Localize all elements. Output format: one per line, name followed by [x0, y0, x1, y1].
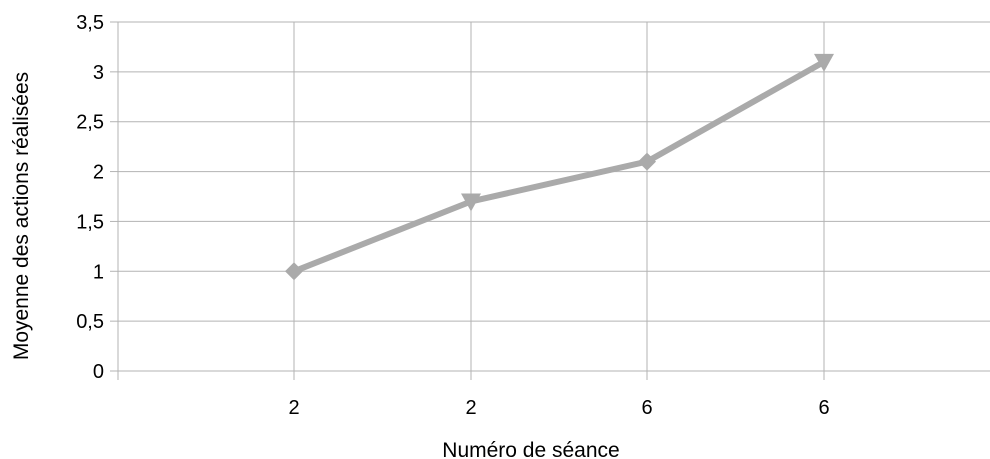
x-axis-title: Numéro de séance — [442, 439, 619, 459]
series-line — [291, 58, 827, 275]
y-axis-title: Moyenne des actions réalisées — [10, 72, 33, 360]
data-point-marker — [638, 152, 656, 171]
y-tick-label: 3,5 — [76, 12, 104, 34]
axes — [110, 21, 990, 380]
y-tick-label: 1,5 — [76, 211, 104, 233]
y-tick-label: 1 — [93, 261, 104, 283]
y-tick-label: 0 — [93, 361, 104, 383]
x-tick-labels: 2 2 6 6 — [288, 397, 829, 419]
data-point-marker — [461, 193, 481, 212]
data-point-marker — [814, 53, 834, 72]
x-tick-label: 2 — [465, 397, 476, 419]
y-tick-labels: 0 0,5 1 1,5 2 2,5 3 3,5 — [76, 12, 104, 383]
y-tick-label: 3 — [93, 62, 104, 84]
y-tick-label: 0,5 — [76, 311, 104, 333]
data-point-marker — [285, 262, 303, 281]
data-series — [285, 53, 834, 281]
y-tick-label: 2,5 — [76, 112, 104, 134]
x-tick-label: 2 — [288, 397, 299, 419]
y-tick-label: 2 — [93, 162, 104, 184]
x-tick-label: 6 — [641, 397, 652, 419]
grid — [118, 21, 990, 371]
x-tick-label: 6 — [818, 397, 829, 419]
